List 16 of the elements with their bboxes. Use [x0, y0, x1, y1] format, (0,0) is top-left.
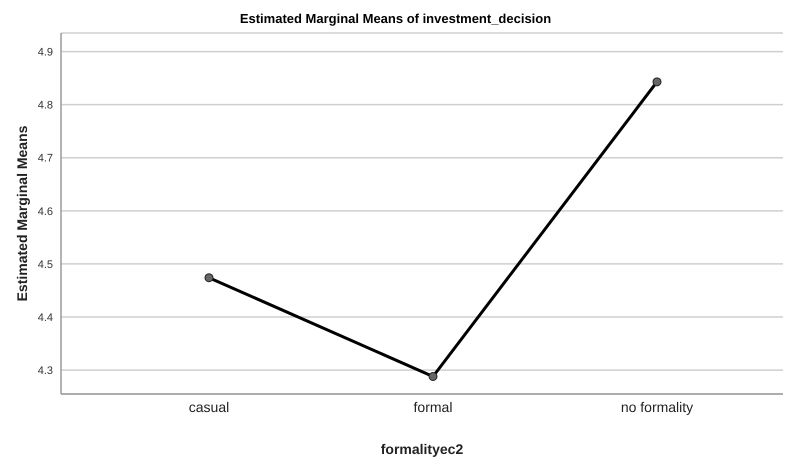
- x-tick-label: casual: [188, 398, 230, 415]
- y-axis-title: Estimated Marginal Means: [14, 125, 30, 302]
- chart-title: Estimated Marginal Means of investment_decision: [238, 11, 552, 26]
- x-axis-title: formalityec2: [380, 441, 464, 457]
- y-tick-label: 4.5: [38, 258, 53, 271]
- point: [428, 372, 438, 381]
- x-tick-label: no formality: [620, 398, 694, 415]
- y-tick-label: 4.8: [38, 100, 53, 112]
- point: [652, 77, 662, 86]
- y-tick-label: 4.4: [38, 312, 53, 324]
- y-tick-label: 4.6: [38, 206, 53, 218]
- y-tick-label: 4.7: [38, 152, 53, 165]
- y-tick-label: 4.3: [38, 365, 53, 378]
- x-tick-label: formal: [414, 398, 452, 415]
- point: [204, 273, 214, 282]
- y-tick-label: 4.9: [38, 46, 53, 58]
